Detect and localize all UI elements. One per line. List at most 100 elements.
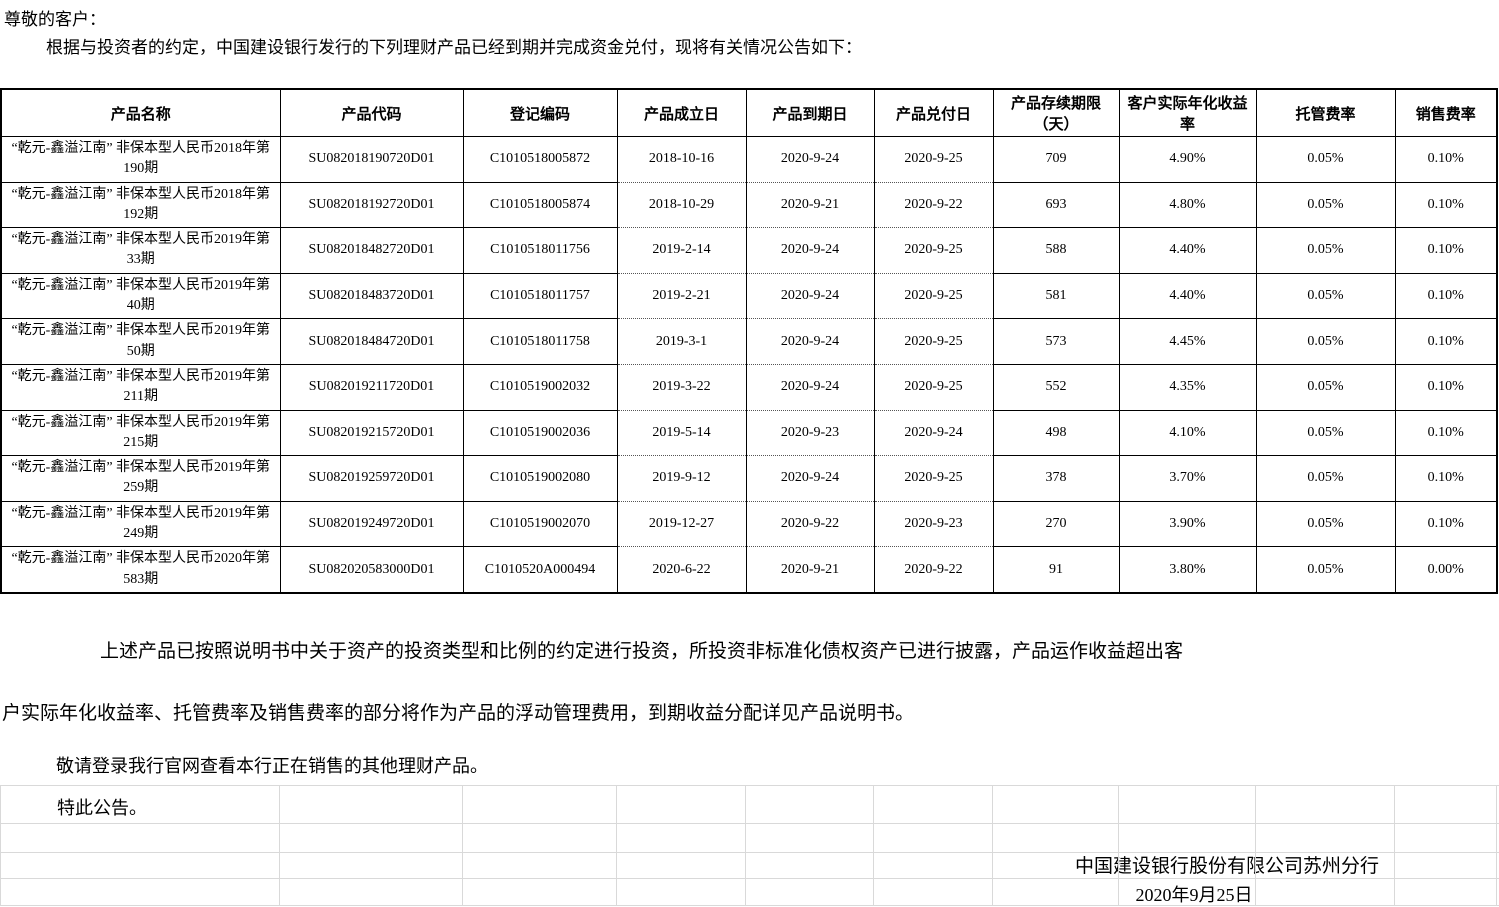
table-cell: 588: [993, 227, 1120, 274]
table-cell: 2020-9-22: [874, 546, 994, 594]
intro-text: 根据与投资者的约定，中国建设银行发行的下列理财产品已经到期并完成资金兑付，现将有…: [46, 38, 862, 57]
table-cell: 0.10%: [1395, 273, 1498, 320]
table-cell: 0.05%: [1256, 546, 1396, 594]
signature-date: 2020年9月25日: [1135, 885, 1253, 905]
table-cell: SU082019215720D01: [280, 410, 464, 457]
column-header: 销售费率: [1395, 89, 1498, 137]
table-cell: “乾元-鑫溢江南” 非保本型人民币2019年第215期: [1, 410, 281, 457]
table-cell: C1010518005874: [463, 182, 618, 229]
table-cell: 2020-9-24: [746, 364, 875, 411]
table-header-row: 产品名称 产品代码 登记编码 产品成立日 产品到期日 产品兑付日 产品存续期限（天） 客户实际…: [1, 89, 1498, 137]
gridline-horizontal: [0, 785, 1499, 786]
gridline-vertical: [1118, 785, 1119, 906]
table-cell: C1010519002070: [463, 501, 618, 548]
table-row: “乾元-鑫溢江南” 非保本型人民币2018年第192期 SU08201819272…: [1, 182, 1498, 229]
column-header: 产品存续期限（天）: [993, 89, 1120, 137]
table-cell: 2018-10-29: [617, 182, 747, 229]
table-cell: “乾元-鑫溢江南” 非保本型人民币2019年第259期: [1, 455, 281, 502]
table-cell: “乾元-鑫溢江南” 非保本型人民币2019年第33期: [1, 227, 281, 274]
note-paragraph-line2: 户实际年化收益率、托管费率及销售费率的部分将作为产品的浮动管理费用，到期收益分配…: [2, 703, 915, 724]
gridline-vertical: [616, 785, 617, 906]
products-table: 产品名称 产品代码 登记编码 产品成立日 产品到期日 产品兑付日 产品存续期限（天） 客户实际…: [0, 88, 1498, 594]
table-row: “乾元-鑫溢江南” 非保本型人民币2019年第215期 SU08201921572…: [1, 410, 1498, 457]
table-cell: “乾元-鑫溢江南” 非保本型人民币2019年第211期: [1, 364, 281, 411]
table-cell: 2020-9-25: [874, 455, 994, 502]
table-cell: 2020-9-24: [874, 410, 994, 457]
table-cell: 0.10%: [1395, 501, 1498, 548]
table-cell: 498: [993, 410, 1120, 457]
signature-bank-branch: 中国建设银行股份有限公司苏州分行: [1074, 856, 1379, 877]
table-cell: 0.05%: [1256, 364, 1396, 411]
table-cell: 552: [993, 364, 1120, 411]
column-header: 产品名称: [1, 89, 281, 137]
table-cell: SU082018483720D01: [280, 273, 464, 320]
gridline-vertical: [1394, 785, 1395, 906]
table-cell: SU082020583000D01: [280, 546, 464, 594]
table-row: “乾元-鑫溢江南” 非保本型人民币2020年第583期 SU08202058300…: [1, 546, 1498, 594]
table-cell: 0.05%: [1256, 182, 1396, 229]
table-cell: “乾元-鑫溢江南” 非保本型人民币2019年第40期: [1, 273, 281, 320]
table-cell: 3.70%: [1119, 455, 1257, 502]
table-cell: 0.10%: [1395, 364, 1498, 411]
table-cell: 4.90%: [1119, 136, 1257, 183]
column-header: 产品代码: [280, 89, 464, 137]
gridline-vertical: [279, 785, 280, 906]
table-cell: C1010519002032: [463, 364, 618, 411]
table-cell: “乾元-鑫溢江南” 非保本型人民币2019年第50期: [1, 318, 281, 365]
table-cell: 2020-9-22: [746, 501, 875, 548]
table-cell: 2020-9-24: [746, 136, 875, 183]
table-cell: SU082018192720D01: [280, 182, 464, 229]
table-cell: 2020-9-22: [874, 182, 994, 229]
table-cell: 2020-9-24: [746, 227, 875, 274]
table-cell: 0.10%: [1395, 136, 1498, 183]
table-cell: 2019-12-27: [617, 501, 747, 548]
table-row: “乾元-鑫溢江南” 非保本型人民币2019年第211期 SU08201921172…: [1, 364, 1498, 411]
table-cell: 2020-9-24: [746, 273, 875, 320]
column-header: 产品兑付日: [874, 89, 994, 137]
table-cell: 0.10%: [1395, 227, 1498, 274]
table-cell: C1010518005872: [463, 136, 618, 183]
table-cell: 709: [993, 136, 1120, 183]
table-cell: 2020-9-25: [874, 227, 994, 274]
table-cell: 4.40%: [1119, 227, 1257, 274]
table-cell: 378: [993, 455, 1120, 502]
table-cell: 2020-9-24: [746, 318, 875, 365]
table-cell: 0.05%: [1256, 273, 1396, 320]
gridline-vertical: [1496, 785, 1497, 906]
table-cell: 573: [993, 318, 1120, 365]
table-cell: 0.05%: [1256, 501, 1396, 548]
table-cell: C1010518011756: [463, 227, 618, 274]
table-row: “乾元-鑫溢江南” 非保本型人民币2019年第249期 SU08201924972…: [1, 501, 1498, 548]
table-cell: “乾元-鑫溢江南” 非保本型人民币2019年第249期: [1, 501, 281, 548]
table-row: “乾元-鑫溢江南” 非保本型人民币2019年第33期 SU082018482720…: [1, 227, 1498, 274]
table-cell: SU082019259720D01: [280, 455, 464, 502]
gridline-horizontal: [0, 852, 1499, 853]
table-cell: 91: [993, 546, 1120, 594]
table-cell: 270: [993, 501, 1120, 548]
table-cell: 2019-3-22: [617, 364, 747, 411]
table-cell: 0.00%: [1395, 546, 1498, 594]
table-cell: 2020-9-21: [746, 546, 875, 594]
table-cell: “乾元-鑫溢江南” 非保本型人民币2018年第190期: [1, 136, 281, 183]
table-cell: SU082018190720D01: [280, 136, 464, 183]
table-cell: 2020-9-23: [746, 410, 875, 457]
note-paragraph-line1: 上述产品已按照说明书中关于资产的投资类型和比例的约定进行投资，所投资非标准化债权…: [100, 641, 1184, 662]
table-cell: 2020-6-22: [617, 546, 747, 594]
table-row: “乾元-鑫溢江南” 非保本型人民币2019年第259期 SU08201925972…: [1, 455, 1498, 502]
gridline-horizontal: [0, 823, 1499, 824]
table-cell: 4.40%: [1119, 273, 1257, 320]
table-cell: 2020-9-24: [746, 455, 875, 502]
table-cell: SU082019211720D01: [280, 364, 464, 411]
table-cell: 0.05%: [1256, 410, 1396, 457]
table-cell: 0.10%: [1395, 410, 1498, 457]
table-cell: “乾元-鑫溢江南” 非保本型人民币2020年第583期: [1, 546, 281, 594]
table-cell: 2020-9-25: [874, 318, 994, 365]
table-cell: C1010519002036: [463, 410, 618, 457]
table-cell: C1010518011757: [463, 273, 618, 320]
table-cell: 2020-9-23: [874, 501, 994, 548]
table-cell: 2020-9-25: [874, 136, 994, 183]
table-cell: 2020-9-25: [874, 273, 994, 320]
gridline-vertical: [992, 785, 993, 906]
gridline-vertical: [1255, 785, 1256, 906]
